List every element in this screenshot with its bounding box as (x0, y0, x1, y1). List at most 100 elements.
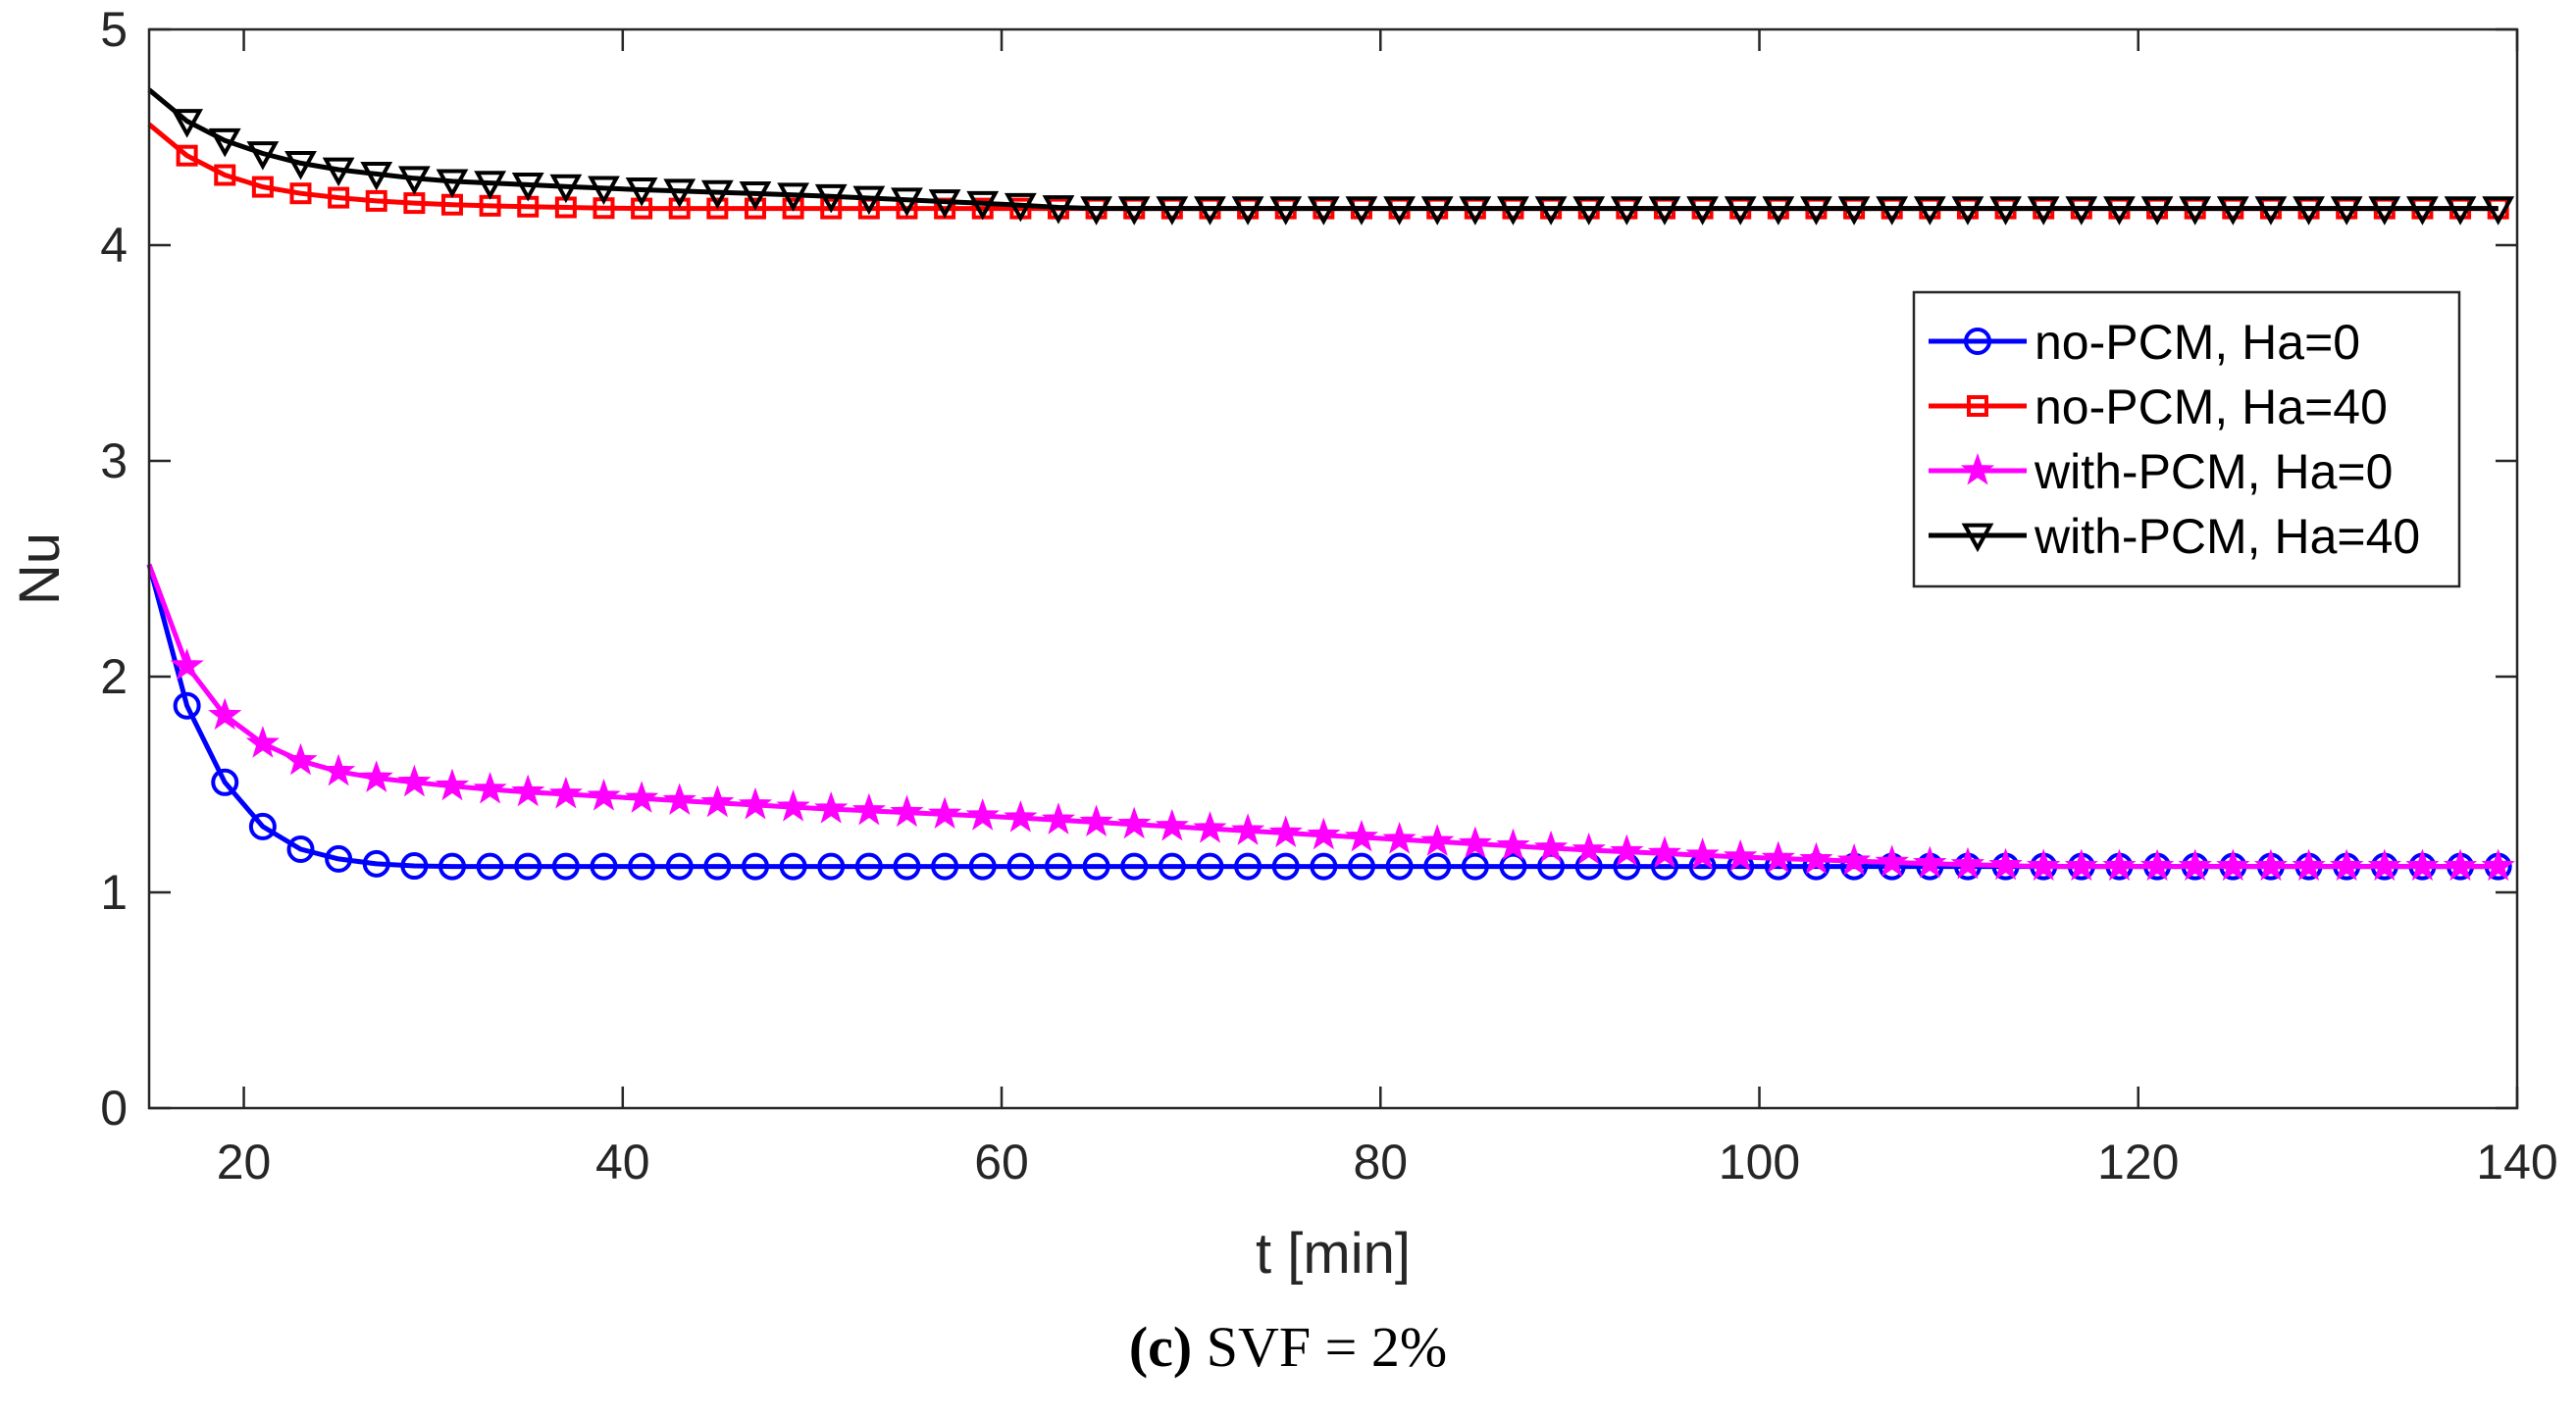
data-point (1799, 841, 1833, 875)
data-point (549, 174, 583, 204)
data-point (251, 176, 274, 198)
data-point (2444, 196, 2477, 226)
data-point (1534, 196, 1568, 226)
data-point (2103, 196, 2136, 226)
data-point (851, 792, 886, 826)
data-point (435, 768, 470, 801)
data-point (1876, 196, 1909, 226)
data-point (1385, 852, 1414, 881)
legend-label: with-PCM, Ha=40 (2034, 509, 2420, 564)
data-point (1082, 852, 1110, 881)
data-point (628, 852, 656, 881)
data-point (551, 852, 580, 881)
data-point (248, 812, 277, 840)
data-point (214, 164, 236, 186)
data-point (514, 852, 542, 881)
y-tick-label: 2 (100, 649, 128, 704)
data-point (246, 141, 280, 171)
data-point (1117, 806, 1152, 839)
data-point (1271, 852, 1300, 881)
data-point (928, 189, 961, 219)
data-point (1080, 196, 1112, 226)
data-point (397, 166, 431, 195)
data-point (170, 647, 204, 681)
y-tick-label: 5 (100, 2, 128, 57)
data-point (891, 187, 923, 217)
data-point (890, 794, 924, 828)
data-point (1458, 826, 1492, 859)
data-point (1497, 196, 1529, 226)
data-point (473, 771, 507, 804)
x-tick-label: 20 (217, 1135, 272, 1189)
data-point (1155, 808, 1189, 841)
data-point (1571, 832, 1606, 865)
legend-label: no-PCM, Ha=0 (2035, 315, 2360, 370)
data-point (1875, 844, 1909, 878)
data-point (2253, 848, 2289, 882)
data-point (2139, 848, 2175, 882)
data-point (1761, 840, 1796, 874)
data-point (668, 197, 691, 220)
data-point (2064, 848, 2098, 882)
data-point (2179, 196, 2212, 226)
x-tick-label: 100 (1719, 1135, 1800, 1189)
data-point (741, 852, 769, 881)
data-point (777, 182, 810, 212)
legend-entry: no-PCM, Ha=0 (1929, 315, 2360, 370)
data-point (817, 852, 846, 881)
data-point (2065, 196, 2098, 226)
legend-entry: with-PCM, Ha=0 (1929, 444, 2393, 499)
data-point (1762, 196, 1795, 226)
data-point (365, 189, 387, 212)
data-point (208, 127, 241, 158)
caption-text: SVF = 2% (1192, 1315, 1448, 1379)
legend-marker (1960, 452, 1995, 485)
data-point (1572, 196, 1606, 226)
data-point (1647, 835, 1682, 868)
data-point (1913, 196, 1946, 226)
data-point (2140, 196, 2174, 226)
data-point (328, 186, 350, 209)
legend-label: with-PCM, Ha=0 (2034, 444, 2393, 499)
data-point (1610, 834, 1644, 867)
data-point (397, 764, 432, 797)
data-point (590, 852, 618, 881)
data-point (1269, 196, 1303, 226)
data-point (1004, 192, 1037, 223)
data-point (2102, 848, 2137, 882)
data-point (1194, 196, 1226, 226)
x-axis-label: t [min] (1256, 1222, 1411, 1286)
series-3 (146, 563, 2515, 882)
data-point (1382, 822, 1417, 854)
data-point (1196, 852, 1224, 881)
data-point (624, 781, 659, 813)
data-point (1951, 196, 1984, 226)
data-point (814, 791, 849, 824)
data-point (700, 784, 735, 818)
data-point (1988, 847, 2023, 881)
data-point (548, 776, 583, 809)
data-point (779, 852, 807, 881)
data-point (1461, 852, 1489, 881)
data-point (1310, 852, 1338, 881)
x-tick-label: 120 (2097, 1135, 2179, 1189)
data-point (438, 852, 466, 881)
data-point (1044, 852, 1072, 881)
data-point (173, 691, 201, 720)
data-point (1383, 196, 1416, 226)
data-point (738, 786, 773, 820)
data-point (176, 144, 198, 167)
data-point (1347, 852, 1375, 881)
data-point (476, 852, 504, 881)
data-point (820, 197, 843, 220)
data-point (968, 852, 997, 881)
data-point (359, 760, 393, 792)
data-point (171, 109, 204, 138)
legend-marker (1964, 328, 1991, 355)
data-point (1231, 196, 1264, 226)
data-point (2027, 848, 2061, 882)
data-point (2367, 848, 2401, 882)
data-point (706, 197, 729, 220)
data-point (286, 835, 315, 863)
data-point (2405, 848, 2440, 882)
